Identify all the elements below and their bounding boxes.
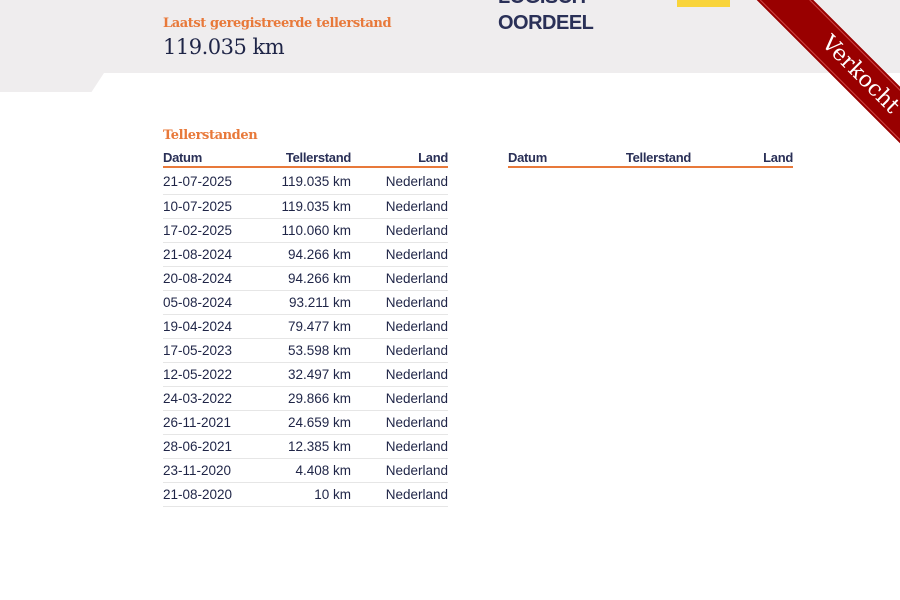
table-row: 21-08-2024 94.266 km Nederland [163, 242, 448, 267]
table-row: 26-11-2021 24.659 km Nederland [163, 410, 448, 435]
cell-land: Nederland [351, 266, 448, 291]
cell-land: Nederland [351, 242, 448, 267]
cell-datum: 21-08-2024 [163, 242, 258, 267]
cell-land: Nederland [351, 434, 448, 459]
yellow-badge [677, 0, 730, 7]
verdict-line2: OORDEEL [498, 12, 594, 34]
cell-land: Nederland [351, 458, 448, 483]
cell-tellerstand: 24.659 km [258, 410, 351, 435]
cell-datum: 17-02-2025 [163, 218, 258, 243]
cell-tellerstand: 53.598 km [258, 338, 351, 363]
col-datum: Datum [163, 149, 258, 168]
table-row: 21-07-2025 119.035 km Nederland [163, 167, 448, 195]
cell-land: Nederland [351, 290, 448, 315]
cell-datum: 23-11-2020 [163, 458, 258, 483]
col-tellerstand: Tellerstand [258, 149, 351, 168]
cell-land: Nederland [351, 410, 448, 435]
cell-datum: 05-08-2024 [163, 290, 258, 315]
cell-land: Nederland [351, 482, 448, 507]
table-row: 23-11-2020 4.408 km Nederland [163, 458, 448, 483]
cell-tellerstand: 29.866 km [258, 386, 351, 411]
cell-tellerstand: 119.035 km [258, 194, 351, 219]
cell-datum: 21-07-2025 [163, 167, 258, 195]
cell-land: Nederland [351, 167, 448, 195]
cell-land: Nederland [351, 314, 448, 339]
cell-land: Nederland [351, 362, 448, 387]
table-row: 28-06-2021 12.385 km Nederland [163, 434, 448, 459]
table-row: 24-03-2022 29.866 km Nederland [163, 386, 448, 411]
cell-datum: 20-08-2024 [163, 266, 258, 291]
cell-tellerstand: 94.266 km [258, 242, 351, 267]
cell-land: Nederland [351, 338, 448, 363]
cell-datum: 19-04-2024 [163, 314, 258, 339]
cell-datum: 17-05-2023 [163, 338, 258, 363]
verdict-line1: LOGISCH [498, 0, 586, 9]
cell-tellerstand: 32.497 km [258, 362, 351, 387]
cell-datum: 12-05-2022 [163, 362, 258, 387]
col-datum: Datum [508, 149, 603, 168]
cell-datum: 28-06-2021 [163, 434, 258, 459]
odometer-table: Datum Tellerstand Land 21-07-2025 119.035… [163, 149, 448, 507]
table-row: 12-05-2022 32.497 km Nederland [163, 362, 448, 387]
cell-tellerstand: 10 km [258, 482, 351, 507]
cell-datum: 10-07-2025 [163, 194, 258, 219]
cell-tellerstand: 12.385 km [258, 434, 351, 459]
cell-tellerstand: 110.060 km [258, 218, 351, 243]
cell-datum: 21-08-2020 [163, 482, 258, 507]
col-land: Land [691, 149, 793, 168]
table-row: 19-04-2024 79.477 km Nederland [163, 314, 448, 339]
cell-land: Nederland [351, 194, 448, 219]
table-row: 21-08-2020 10 km Nederland [163, 482, 448, 507]
cell-tellerstand: 93.211 km [258, 290, 351, 315]
table-row: 10-07-2025 119.035 km Nederland [163, 194, 448, 219]
odometer-table-right: Datum Tellerstand Land [508, 149, 793, 168]
cell-datum: 24-03-2022 [163, 386, 258, 411]
col-tellerstand: Tellerstand [603, 149, 691, 168]
table-row: 17-02-2025 110.060 km Nederland [163, 218, 448, 243]
cell-tellerstand: 79.477 km [258, 314, 351, 339]
cell-tellerstand: 4.408 km [258, 458, 351, 483]
banner-notch [0, 73, 104, 92]
cell-land: Nederland [351, 218, 448, 243]
col-land: Land [351, 149, 448, 168]
cell-datum: 26-11-2021 [163, 410, 258, 435]
summary-banner [0, 0, 900, 73]
table-row: 17-05-2023 53.598 km Nederland [163, 338, 448, 363]
last-reading-label: Laatst geregistreerde tellerstand [163, 16, 392, 31]
table-row: 05-08-2024 93.211 km Nederland [163, 290, 448, 315]
last-reading-value: 119.035 km [163, 35, 285, 59]
section-title: Tellerstanden [163, 128, 258, 143]
cell-tellerstand: 94.266 km [258, 266, 351, 291]
table-row: 20-08-2024 94.266 km Nederland [163, 266, 448, 291]
cell-tellerstand: 119.035 km [258, 167, 351, 195]
cell-land: Nederland [351, 386, 448, 411]
